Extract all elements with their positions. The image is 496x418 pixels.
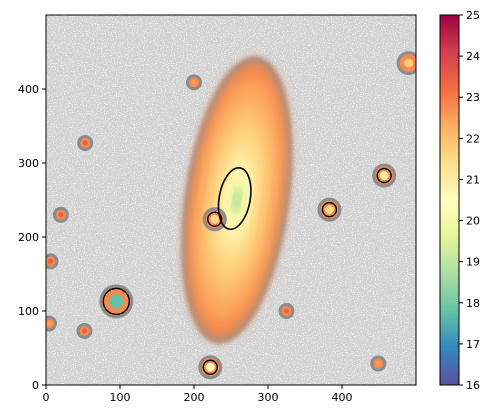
source-1 xyxy=(46,315,57,332)
x-tick-label-4: 400 xyxy=(332,391,353,404)
source-9 xyxy=(46,253,59,270)
galaxy-isophote-7 xyxy=(232,188,242,212)
source-13 xyxy=(202,207,227,232)
contour-galaxy-core xyxy=(217,166,252,231)
y-tick-label-1: 100 xyxy=(18,305,39,318)
source-12 xyxy=(278,303,295,319)
contour-source-13 xyxy=(207,211,223,227)
plot-area xyxy=(46,15,416,385)
y-tick-label-2: 200 xyxy=(18,231,39,244)
colorbar-tick-label-4: 20 xyxy=(466,215,480,228)
source-11 xyxy=(77,135,94,152)
x-tick-label-0: 0 xyxy=(43,391,50,404)
colorbar-tick-label-3: 19 xyxy=(466,256,480,269)
source-6 xyxy=(186,74,202,91)
source-0 xyxy=(99,284,134,319)
colorbar-ticks: 16 17 18 19 20 21 22 23 24 25 xyxy=(459,9,480,392)
contour-source-2 xyxy=(202,359,218,375)
x-tick-label-1: 100 xyxy=(110,391,131,404)
colorbar-tick-label-6: 22 xyxy=(466,132,480,145)
x-tick-label-3: 300 xyxy=(258,391,279,404)
colorbar-tick-label-1: 17 xyxy=(466,338,480,351)
source-4 xyxy=(317,197,342,222)
source-10 xyxy=(52,206,69,223)
colorbar-tick-label-2: 18 xyxy=(466,297,480,310)
y-tick-label-0: 0 xyxy=(32,379,39,392)
y-tick-label-3: 300 xyxy=(18,157,39,170)
source-2 xyxy=(198,355,223,380)
colorbar-tick-label-0: 16 xyxy=(466,379,480,392)
y-axis: 0 100 200 300 400 xyxy=(18,83,46,392)
plot-frame xyxy=(45,14,417,386)
colorbar-tick-label-7: 23 xyxy=(466,91,480,104)
contours xyxy=(102,166,392,375)
y-tick-label-4: 400 xyxy=(18,83,39,96)
source-8 xyxy=(76,322,93,339)
source-3 xyxy=(372,163,397,188)
colorbar: 16 17 18 19 20 21 22 23 24 25 xyxy=(439,9,480,392)
contour-source-0 xyxy=(102,287,131,316)
source-5 xyxy=(396,51,416,76)
contour-source-3 xyxy=(376,167,392,184)
source-7 xyxy=(370,355,387,372)
colorbar-tick-label-9: 25 xyxy=(466,9,480,22)
contour-source-4 xyxy=(321,201,338,218)
x-axis: 0 100 200 300 400 xyxy=(43,385,353,404)
colorbar-tick-label-5: 21 xyxy=(466,173,480,186)
colorbar-tick-label-8: 24 xyxy=(466,50,480,63)
colorbar-gradient xyxy=(439,14,460,386)
x-tick-label-2: 200 xyxy=(184,391,205,404)
galaxy xyxy=(181,56,293,344)
